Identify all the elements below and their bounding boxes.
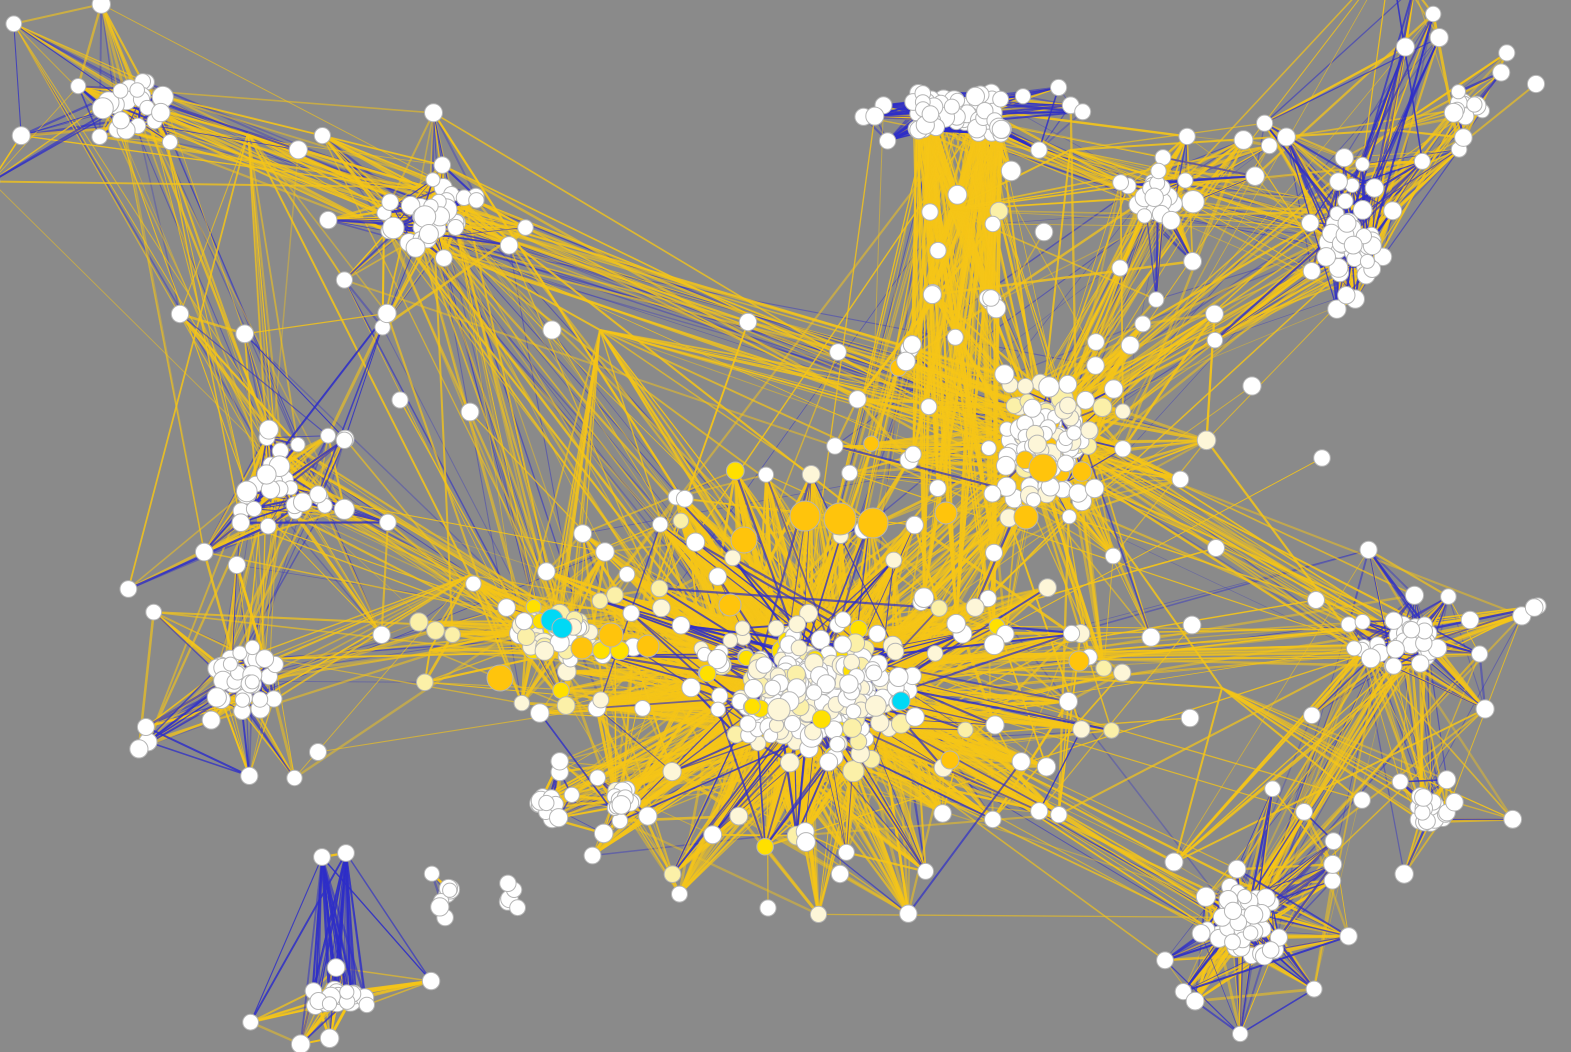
graph-edge [1382,149,1460,258]
graph-edge [633,194,958,648]
graph-edge [343,279,384,328]
graph-edge [13,22,138,91]
graph-edge [380,522,389,635]
graph-edge [13,22,122,92]
graph-edge [13,3,102,25]
graph-edge [77,3,103,87]
graph-edge [100,3,144,83]
graph-edge [1343,13,1434,158]
graph-edge [455,227,539,630]
graph-edge [987,598,1235,918]
graph-edge [432,112,477,197]
graph-edge [1264,0,1402,124]
graph-edge [1367,549,1416,596]
graph-edge [343,241,410,281]
graph-edge [322,134,434,181]
graph-edge [1143,215,1194,263]
graph-edge [326,312,389,437]
graph-edge [1156,243,1342,301]
graph-edge [1391,13,1435,211]
graph-edge [1214,294,1347,341]
graph-edge [146,82,383,635]
graph-edge [13,23,272,465]
graph-edge [1422,615,1523,798]
graph-edge [321,134,440,203]
graph-edge [274,664,295,779]
